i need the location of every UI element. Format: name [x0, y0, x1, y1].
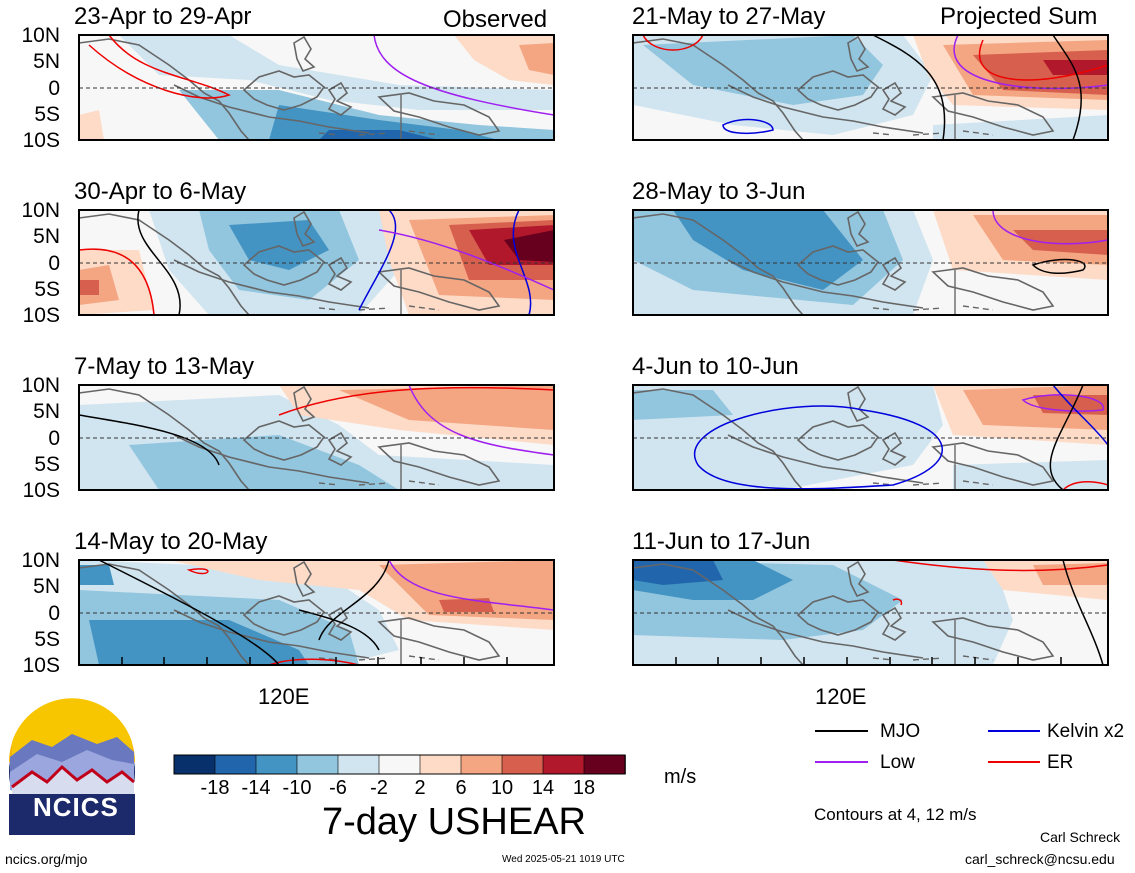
- lat-label: 5S: [34, 628, 60, 651]
- panel-title-5: 21-May to 27-May: [632, 3, 826, 30]
- map-panel-7: [632, 384, 1109, 491]
- footer-email[interactable]: carl_schreck@ncsu.edu: [965, 851, 1115, 867]
- logo-text: NCICS: [33, 792, 119, 822]
- observed-header: Observed: [443, 6, 548, 33]
- map-title: 7-day USHEAR: [322, 801, 586, 843]
- lat-label: 10N: [21, 199, 60, 222]
- colorbar-tick: -10: [282, 777, 312, 799]
- map-panel-5: [632, 34, 1109, 141]
- map-panel-4: [78, 559, 555, 666]
- lat-label: 5N: [33, 225, 60, 248]
- lat-label: 0: [48, 602, 60, 625]
- lat-label: 10S: [22, 304, 60, 327]
- colorbar-cell: [255, 754, 298, 775]
- panel-title-6: 28-May to 3-Jun: [632, 178, 806, 205]
- map-panel-1: [78, 34, 555, 141]
- panel-title-1: 23-Apr to 29-Apr: [74, 3, 252, 30]
- colorbar-cell: [460, 754, 503, 775]
- legend-label-er: ER: [1047, 752, 1074, 773]
- panel-title-2: 30-Apr to 6-May: [74, 178, 247, 205]
- lat-label: 5S: [34, 103, 60, 126]
- lat-label: 5N: [33, 50, 60, 73]
- lat-label: 10S: [22, 129, 60, 152]
- legend-label-low: Low: [880, 752, 915, 773]
- x-axis-label-left: 120E: [258, 684, 310, 709]
- footer-url[interactable]: ncics.org/mjo: [5, 851, 88, 867]
- colorbar-cell: [501, 754, 544, 775]
- colorbar-tick: -18: [200, 777, 230, 799]
- lat-label: 10N: [21, 24, 60, 47]
- legend-label-kelvin: Kelvin x2: [1047, 721, 1125, 742]
- map-panel-2: [78, 209, 555, 316]
- lat-label: 0: [48, 252, 60, 275]
- colorbar-cell: [173, 754, 216, 775]
- projected-header: Projected Sum: [940, 3, 1098, 30]
- colorbar-cell: [542, 754, 585, 775]
- colorbar-cell: [214, 754, 257, 775]
- lat-label: 0: [48, 427, 60, 450]
- colorbar-tick: 6: [455, 777, 467, 799]
- lat-label: 10S: [22, 479, 60, 502]
- colorbar-cell: [296, 754, 339, 775]
- colorbar-tick: -2: [370, 777, 388, 799]
- panel-title-4: 14-May to 20-May: [74, 528, 268, 555]
- lat-label: 10S: [22, 654, 60, 677]
- ncics-logo: [9, 698, 135, 835]
- colorbar-units: m/s: [664, 766, 697, 788]
- legend-label-mjo: MJO: [880, 721, 921, 742]
- footer-timestamp: Wed 2025-05-21 1019 UTC: [502, 854, 625, 865]
- colorbar-cell: [337, 754, 380, 775]
- lat-label: 5S: [34, 453, 60, 476]
- lat-label: 10N: [21, 549, 60, 572]
- panel-title-3: 7-May to 13-May: [74, 353, 255, 380]
- colorbar-tick: 2: [414, 777, 426, 799]
- lat-label: 5N: [33, 400, 60, 423]
- colorbar-tick: 14: [531, 777, 555, 799]
- panel-title-8: 11-Jun to 17-Jun: [632, 528, 811, 555]
- map-panel-3: [78, 384, 555, 491]
- colorbar: [173, 754, 626, 775]
- lat-label: 10N: [21, 374, 60, 397]
- map-panel-8: [632, 559, 1109, 666]
- colorbar-tick: -6: [329, 777, 347, 799]
- x-axis-label-right: 120E: [815, 684, 867, 709]
- colorbar-cell: [583, 754, 626, 775]
- lat-label: 5S: [34, 278, 60, 301]
- colorbar-tick: -14: [241, 777, 271, 799]
- axis-ticks: [121, 657, 1062, 665]
- colorbar-tick: 10: [490, 777, 514, 799]
- footer-author: Carl Schreck: [1040, 829, 1121, 845]
- panel-title-7: 4-Jun to 10-Jun: [632, 353, 799, 380]
- colorbar-cell: [378, 754, 421, 775]
- colorbar-tick: 18: [572, 777, 596, 799]
- colorbar-cell: [419, 754, 462, 775]
- lat-label: 0: [48, 77, 60, 100]
- contour-note: Contours at 4, 12 m/s: [814, 805, 977, 824]
- lat-label: 5N: [33, 575, 60, 598]
- map-panel-6: [632, 209, 1109, 316]
